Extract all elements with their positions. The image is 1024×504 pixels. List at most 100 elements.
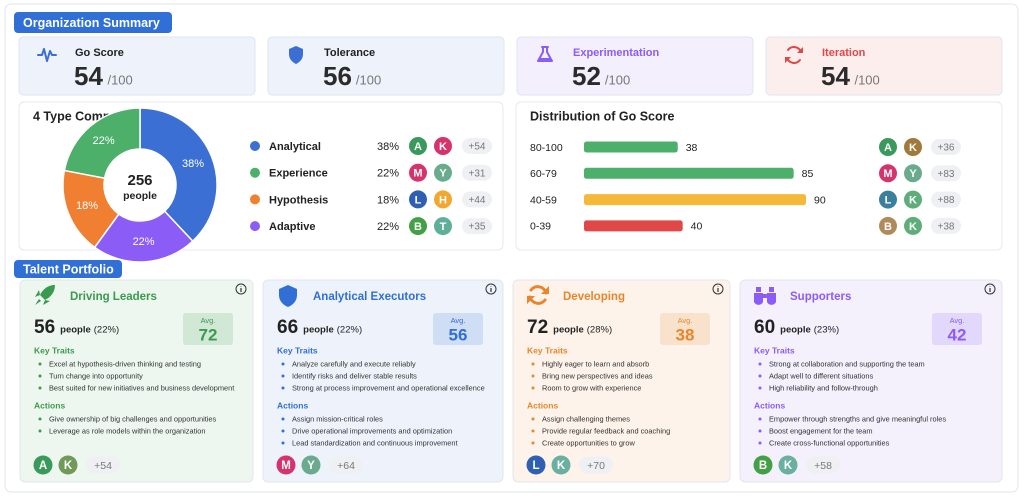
donut-center-value: 256 <box>127 172 152 189</box>
donut-slice <box>63 107 141 180</box>
traits-title: Key Traits <box>527 345 568 355</box>
icon <box>754 287 776 305</box>
bullet <box>281 362 285 366</box>
bullet <box>281 374 285 378</box>
trait: Excel at hypothesis-driven thinking and … <box>49 359 201 368</box>
slice-label: 18% <box>76 200 98 212</box>
score-label: Experimentation <box>573 47 659 59</box>
slice-label: 38% <box>182 158 204 170</box>
avg-box <box>660 313 710 345</box>
bullet <box>531 362 535 366</box>
avatar-letter: T <box>440 221 447 233</box>
more-badge <box>329 456 363 474</box>
talent-title: Analytical Executors <box>313 291 426 303</box>
trait: Highly eager to learn and absorb <box>542 359 649 368</box>
score-max: /100 <box>107 72 132 87</box>
score-card <box>516 36 754 96</box>
action: Boost engagement for the team <box>769 426 873 435</box>
avatar-letter: L <box>532 460 539 472</box>
info-icon <box>712 283 724 295</box>
bullet <box>531 429 535 433</box>
avatar <box>879 216 897 235</box>
legend-dot <box>250 167 260 178</box>
more-badge <box>86 456 120 474</box>
bullet <box>38 429 42 433</box>
actions-title: Actions <box>277 400 308 410</box>
more-badge <box>931 139 961 155</box>
bullet <box>531 374 535 378</box>
more-count: +38 <box>938 222 955 233</box>
avatar <box>879 138 897 156</box>
avatar-letter: L <box>415 194 422 206</box>
talent-unit: people <box>60 325 91 336</box>
more-badge <box>931 191 961 208</box>
avatar <box>409 217 427 236</box>
avatar-letter: A <box>414 141 422 153</box>
avatar-letter: K <box>784 460 793 472</box>
bullet <box>531 417 535 421</box>
avatar-letter: A <box>39 460 47 472</box>
info-icon <box>984 283 996 295</box>
action: Create opportunities to grow <box>542 438 636 447</box>
more-badge <box>462 191 492 208</box>
avatar-letter: K <box>439 141 447 153</box>
legend-percent: 38% <box>377 141 399 153</box>
talent-count: 72 <box>527 317 548 338</box>
avatar <box>904 216 922 235</box>
trait: Strong at collaboration and supporting t… <box>769 359 925 368</box>
donut-center-label: people <box>123 190 157 202</box>
avatar <box>778 455 798 475</box>
avatar <box>409 190 427 209</box>
trait: Turn change into opportunity <box>49 371 143 380</box>
trait: Analyze carefully and execute reliably <box>292 359 416 368</box>
more-count: +36 <box>938 143 955 154</box>
traits-title: Key Traits <box>754 345 795 355</box>
more-badge <box>806 456 840 474</box>
slice-label: 22% <box>133 236 155 248</box>
chart-title: Distribution of Go Score <box>530 109 674 123</box>
avg-label: Avg. <box>950 316 965 325</box>
avatar-letter: B <box>759 460 767 472</box>
legend-dot <box>250 221 260 232</box>
avatar-letter: K <box>909 221 917 233</box>
bullet <box>531 441 535 445</box>
avatar-letter: M <box>413 168 422 180</box>
avg-label: Avg. <box>678 316 693 325</box>
more-badge <box>579 456 613 474</box>
bar <box>584 194 806 206</box>
avg-value: 72 <box>199 325 218 344</box>
avatar <box>409 163 427 182</box>
bullet <box>758 429 762 433</box>
donut-slice <box>93 210 194 263</box>
actions-title: Actions <box>754 400 785 410</box>
bullet <box>281 386 285 390</box>
legend-label: Analytical <box>269 141 321 153</box>
talent-card <box>739 279 1003 483</box>
avatar-letter: Y <box>307 460 315 472</box>
action: Leverage as role models within the organ… <box>49 426 206 435</box>
icon <box>37 48 57 62</box>
icon <box>35 290 50 305</box>
avatar <box>301 455 321 475</box>
talent-title: Driving Leaders <box>70 291 157 303</box>
legend-dot <box>250 194 260 205</box>
bullet <box>758 386 762 390</box>
action: Assign challenging themes <box>542 414 630 423</box>
talent-unit: people <box>303 325 334 336</box>
more-count: +83 <box>938 169 955 180</box>
bullet <box>281 441 285 445</box>
avatar-letter: K <box>909 195 917 207</box>
talent-share: (22%) <box>337 325 362 336</box>
action: Drive operational improvements and optim… <box>292 426 452 435</box>
trait: Adapt well to different situations <box>769 371 874 380</box>
avatar <box>879 164 897 183</box>
talent-share: (28%) <box>587 325 612 336</box>
avatar <box>434 163 452 182</box>
more-count: +88 <box>938 195 955 206</box>
score-max: /100 <box>854 72 879 87</box>
bar-value: 38 <box>686 142 698 154</box>
score-card <box>267 36 505 96</box>
avatar-letter: B <box>414 221 422 233</box>
